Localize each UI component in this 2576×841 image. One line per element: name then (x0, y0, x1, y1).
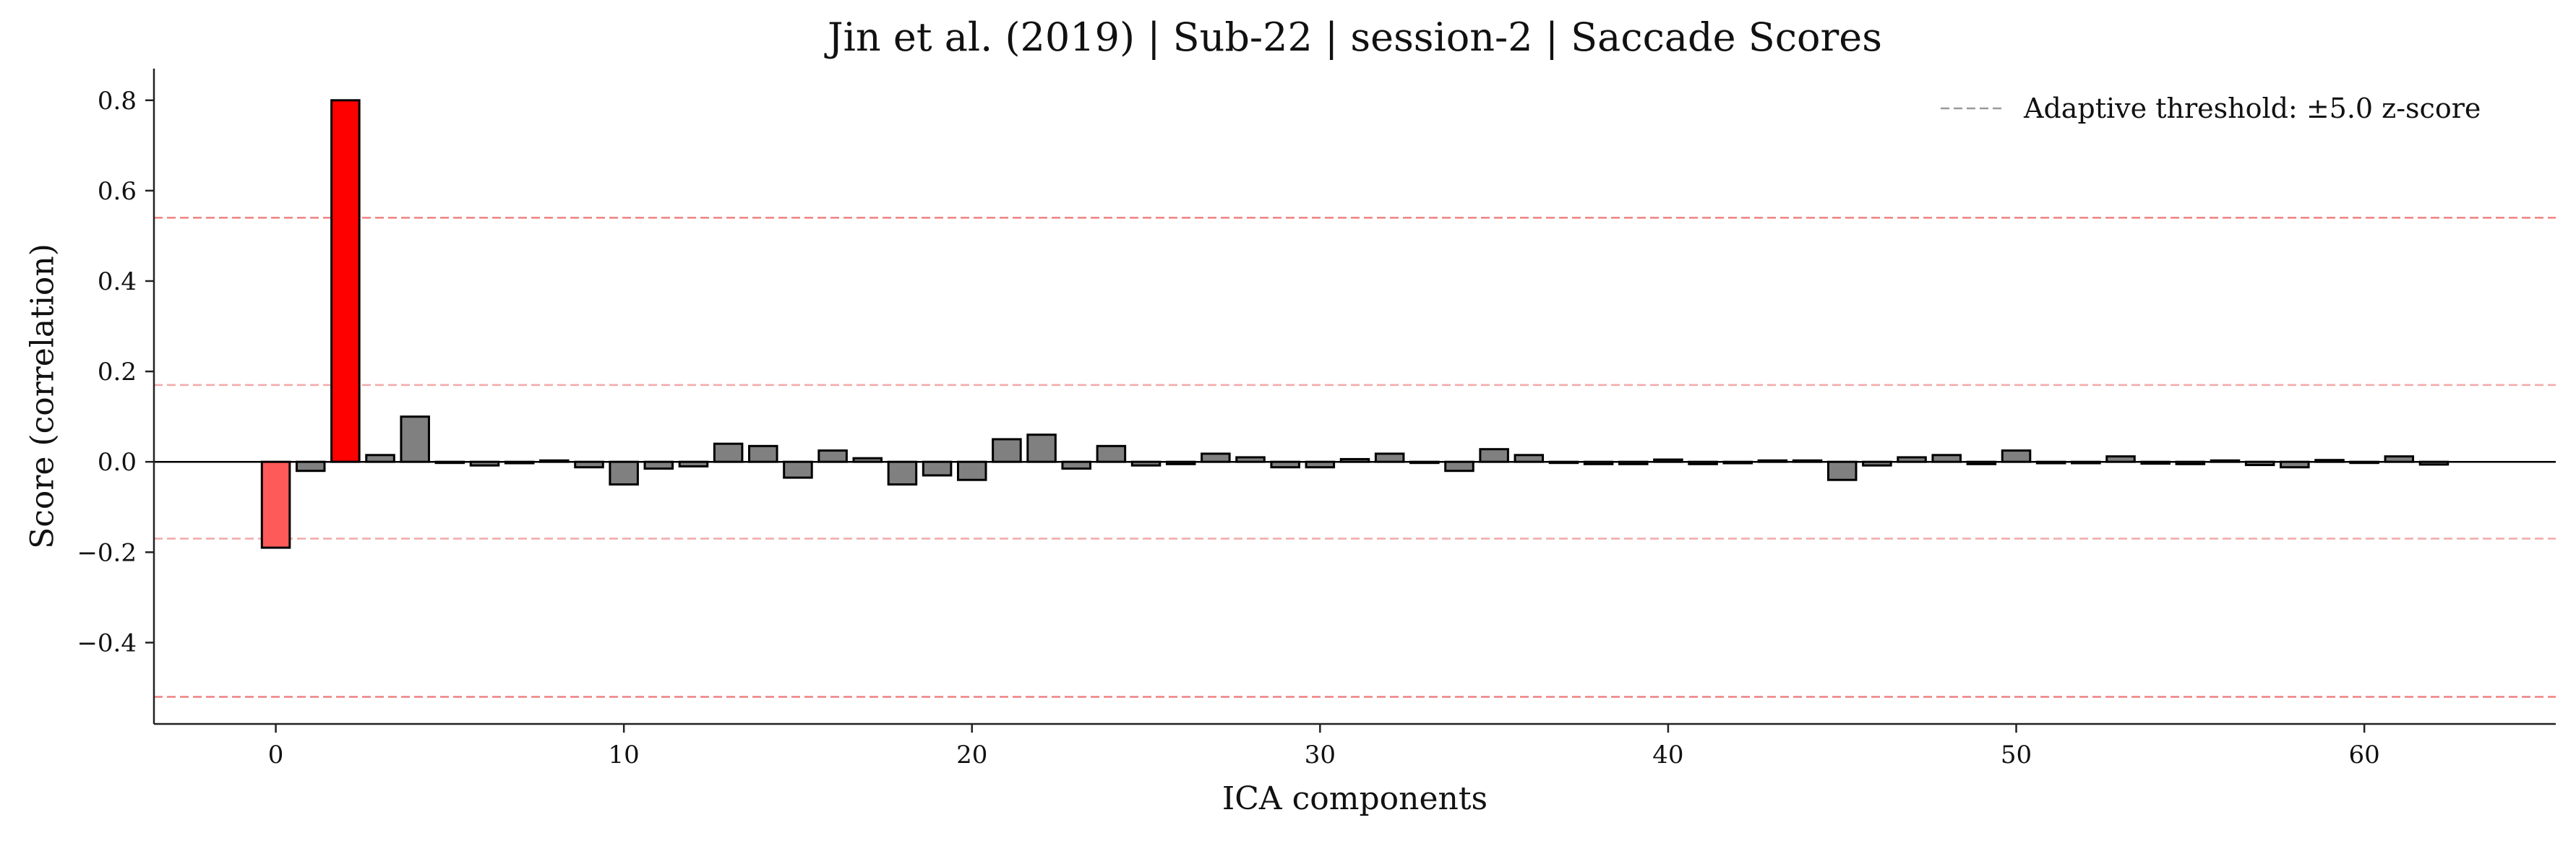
bar-component-32 (1374, 452, 1405, 463)
bar-component-3 (365, 454, 395, 463)
y-tick-label-5: 0.6 (98, 177, 137, 206)
bar-component-36 (1514, 454, 1545, 463)
y-tick-label-6: 0.8 (98, 87, 137, 116)
x-tick-label-10: 10 (609, 741, 640, 769)
threshold-lines (154, 217, 2556, 698)
bar-component-16 (817, 449, 848, 463)
bar-component-19 (922, 460, 953, 477)
x-axis-label: ICA components (1222, 780, 1487, 817)
bar-component-35 (1479, 448, 1509, 463)
bar-component-2 (330, 99, 361, 463)
bar-component-34 (1444, 460, 1474, 473)
bar-component-15 (783, 460, 813, 479)
x-tick-label-50: 50 (2001, 741, 2032, 769)
y-tick-label-2: 0.0 (98, 448, 137, 477)
x-tick-label-30: 30 (1305, 741, 1336, 769)
axes (153, 69, 2556, 725)
y-ticks: −0.4 −0.2 0.0 0.2 0.4 0.6 0.8 (77, 87, 154, 657)
bar-component-1 (295, 460, 326, 473)
bar-component-13 (713, 442, 744, 463)
bar-component-11 (643, 460, 674, 470)
bar-component-50 (2001, 449, 2032, 463)
bars (260, 99, 2450, 549)
x-tick-label-20: 20 (956, 741, 987, 769)
bar-component-23 (1061, 460, 1091, 470)
y-tick-label-1: −0.2 (77, 538, 137, 567)
y-tick-label-3: 0.2 (98, 358, 137, 387)
bar-component-48 (1931, 454, 1962, 463)
bar-component-27 (1201, 452, 1231, 463)
bar-component-10 (609, 460, 639, 486)
bar-component-4 (400, 415, 430, 463)
bar-component-22 (1026, 434, 1057, 463)
y-tick-label-0: −0.4 (77, 629, 137, 657)
bar-component-0 (260, 460, 291, 549)
chart-title: Jin et al. (2019) | Sub-22 | session-2 |… (824, 14, 1882, 60)
x-tick-label-60: 60 (2348, 741, 2379, 769)
legend-entry-label: Adaptive threshold: ±5.0 z-score (2023, 92, 2481, 124)
bar-component-24 (1096, 444, 1127, 463)
bar-component-21 (992, 438, 1022, 463)
bar-component-18 (887, 460, 918, 486)
bar-component-20 (956, 460, 987, 481)
bar-component-45 (1826, 460, 1858, 481)
x-tick-label-0: 0 (268, 741, 284, 769)
y-axis-label: Score (correlation) (25, 243, 61, 549)
y-tick-label-4: 0.4 (98, 267, 137, 296)
legend: Adaptive threshold: ±5.0 z-score (1941, 92, 2481, 124)
x-tick-label-40: 40 (1652, 741, 1683, 769)
bar-component-14 (748, 444, 778, 463)
x-ticks: 0 10 20 30 40 50 60 (268, 724, 2380, 769)
